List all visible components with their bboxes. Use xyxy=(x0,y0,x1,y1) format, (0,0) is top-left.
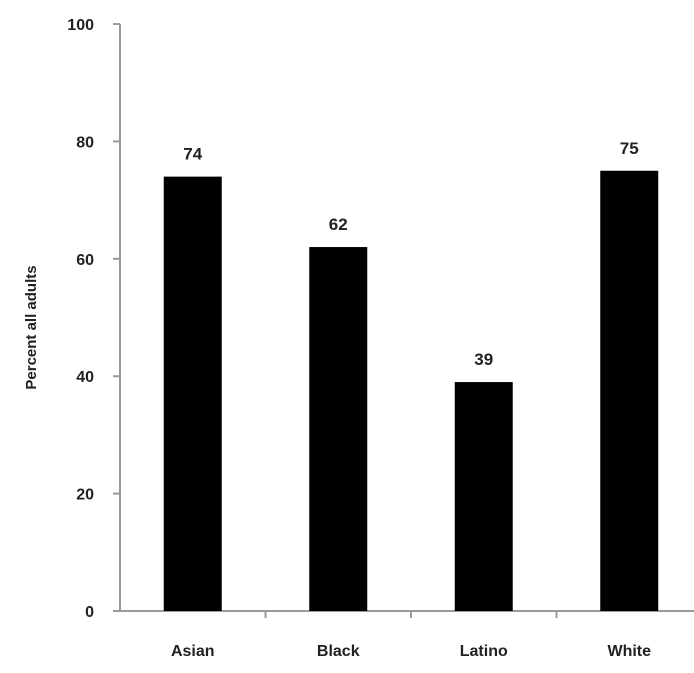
x-axis: Asian Black Latino White xyxy=(120,610,694,660)
y-tick-label: 20 xyxy=(76,487,94,504)
data-label: 75 xyxy=(620,139,639,158)
y-tick-label: 100 xyxy=(67,17,94,34)
bar-latino xyxy=(454,382,513,611)
x-tick-label: Asian xyxy=(171,643,215,660)
bar-black xyxy=(309,247,368,611)
x-tick-label: White xyxy=(607,643,651,660)
data-label: 62 xyxy=(329,215,348,234)
bar-asian xyxy=(163,176,222,611)
y-tick-label: 60 xyxy=(76,252,94,269)
bar-white xyxy=(600,170,659,611)
x-ticks: Asian Black Latino White xyxy=(171,611,651,660)
data-label: 39 xyxy=(474,350,493,369)
y-tick-label: 80 xyxy=(76,134,94,151)
bars: 74 62 39 75 xyxy=(163,139,659,611)
x-tick-label: Black xyxy=(317,643,360,660)
x-tick-label: Latino xyxy=(460,643,508,660)
y-axis: 0 20 40 60 80 100 Percent all adults xyxy=(23,17,121,621)
y-ticks: 0 20 40 60 80 100 xyxy=(67,17,120,621)
y-axis-title: Percent all adults xyxy=(23,265,40,389)
data-label: 74 xyxy=(183,145,202,164)
y-tick-label: 40 xyxy=(76,369,94,386)
y-tick-label: 0 xyxy=(85,604,94,621)
